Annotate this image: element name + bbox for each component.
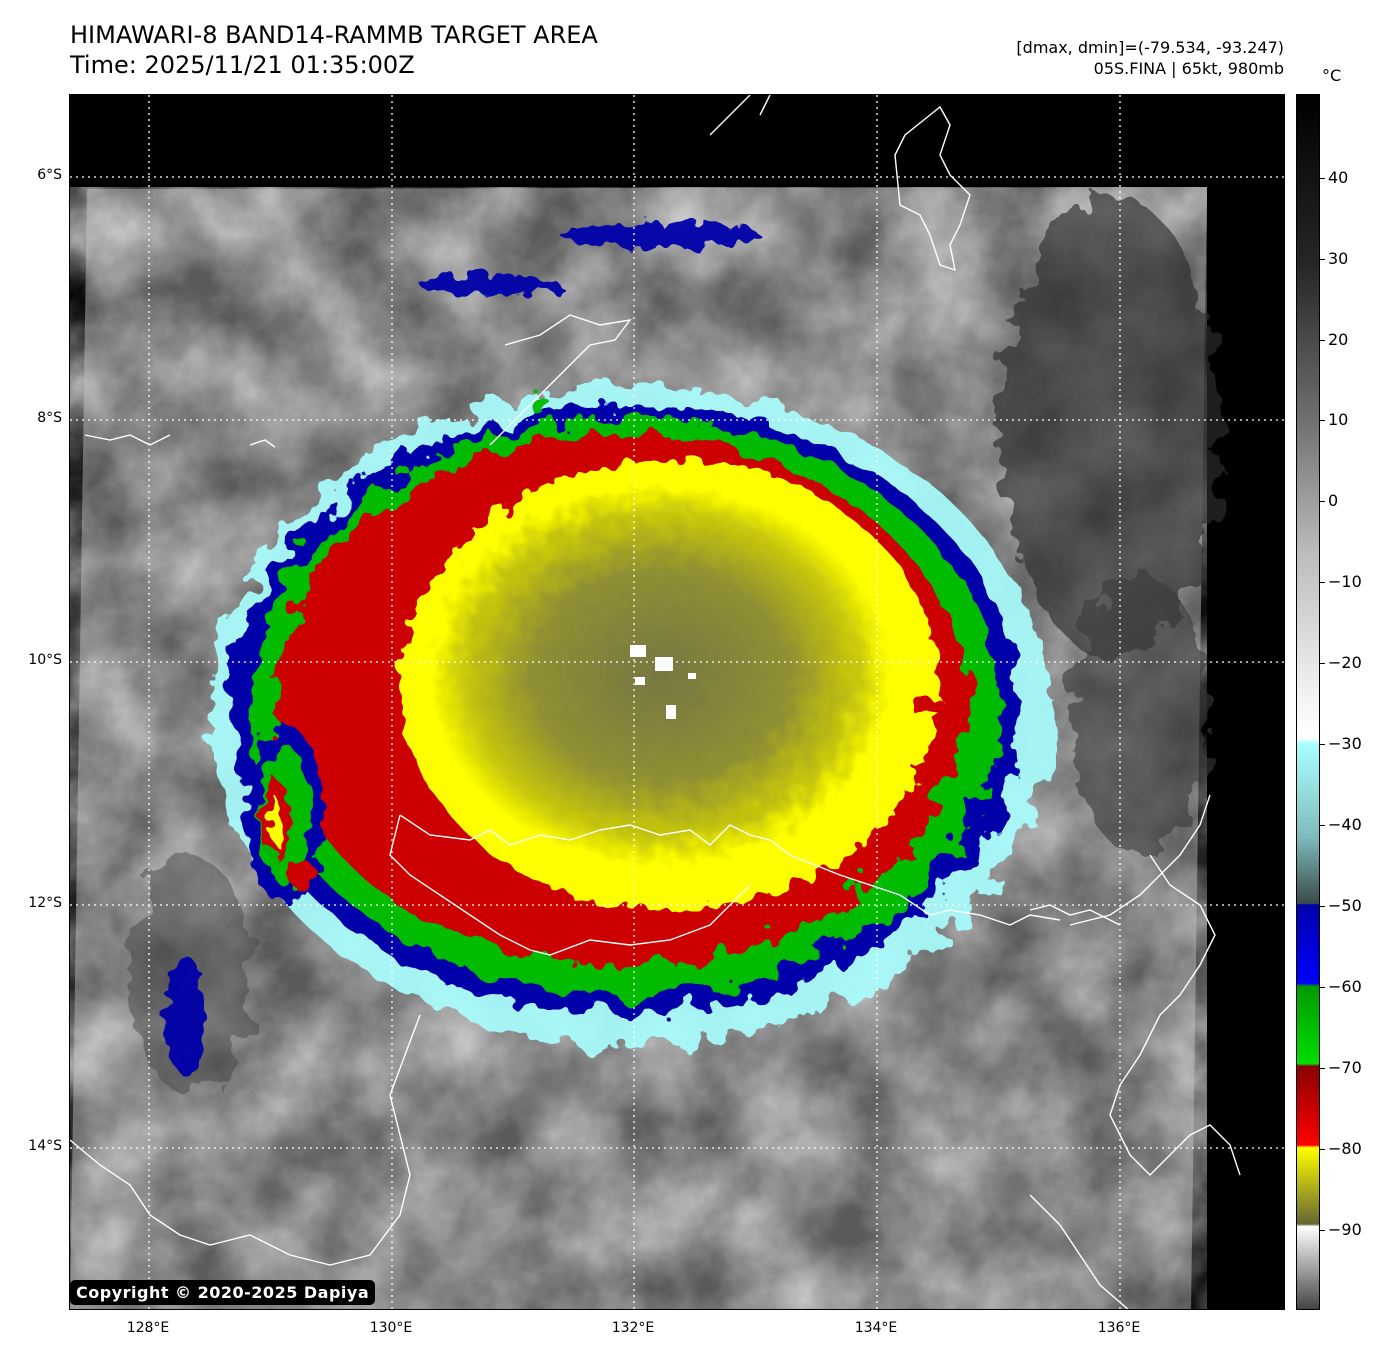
colorbar-tick: [1320, 340, 1325, 341]
colorbar-tick: [1320, 825, 1325, 826]
colorbar-tick: [1320, 501, 1325, 502]
colorbar-tick: [1320, 744, 1325, 745]
colorbar-label-minus50: −50: [1328, 896, 1362, 915]
colorbar-unit: °C: [1322, 66, 1342, 85]
coastlines: [70, 95, 1241, 1309]
lon-label-136e: 136°E: [1097, 1320, 1141, 1336]
lat-label-8s: 8°S: [37, 410, 62, 426]
lat-label-14s: 14°S: [28, 1138, 62, 1154]
colorbar-label-minus70: −70: [1328, 1058, 1362, 1077]
colorbar-tick: [1320, 1068, 1325, 1069]
colorbar-label-minus90: −90: [1328, 1220, 1362, 1239]
colorbar-tick: [1320, 582, 1325, 583]
colorbar-label-30: 30: [1328, 249, 1349, 268]
colorbar-tick: [1320, 1149, 1325, 1150]
colorbar-label-10: 10: [1328, 410, 1349, 429]
colorbar-label-minus10: −10: [1328, 572, 1362, 591]
colorbar-tick: [1320, 178, 1325, 179]
lon-label-134e: 134°E: [854, 1320, 898, 1336]
colorbar-tick: [1320, 987, 1325, 988]
lat-label-12s: 12°S: [28, 895, 62, 911]
copyright-badge: Copyright © 2020-2025 Dapiya: [70, 1280, 376, 1305]
satellite-image: [70, 95, 1284, 1309]
colorbar: [1296, 94, 1320, 1310]
colorbar-tick: [1320, 420, 1325, 421]
dmax-dmin-text: [dmax, dmin]=(-79.534, -93.247): [1016, 38, 1284, 57]
colorbar-label-minus60: −60: [1328, 977, 1362, 996]
storm-info: [dmax, dmin]=(-79.534, -93.247) 05S.FINA…: [1016, 37, 1284, 79]
storm-name-text: 05S.FINA | 65kt, 980mb: [1093, 59, 1284, 78]
colorbar-tick: [1320, 1230, 1325, 1231]
lat-label-10s: 10°S: [28, 652, 62, 668]
colorbar-label-20: 20: [1328, 330, 1349, 349]
satellite-map: [69, 94, 1285, 1310]
lon-label-130e: 130°E: [369, 1320, 413, 1336]
lon-label-128e: 128°E: [126, 1320, 170, 1336]
colorbar-tick: [1320, 259, 1325, 260]
chart-title: HIMAWARI-8 BAND14-RAMMB TARGET AREA Time…: [70, 20, 598, 80]
lat-label-6s: 6°S: [37, 167, 62, 183]
colorbar-label-0: 0: [1328, 491, 1339, 510]
colorbar-label-minus30: −30: [1328, 734, 1362, 753]
graticule: [70, 95, 1284, 1309]
colorbar-label-minus80: −80: [1328, 1139, 1362, 1158]
colorbar-tick: [1320, 906, 1325, 907]
colorbar-label-minus40: −40: [1328, 815, 1362, 834]
colorbar-tick: [1320, 663, 1325, 664]
colorbar-label-minus20: −20: [1328, 653, 1362, 672]
title-line-1: HIMAWARI-8 BAND14-RAMMB TARGET AREA: [70, 21, 598, 49]
lon-label-132e: 132°E: [611, 1320, 655, 1336]
title-line-2: Time: 2025/11/21 01:35:00Z: [70, 51, 415, 79]
colorbar-label-40: 40: [1328, 168, 1349, 187]
